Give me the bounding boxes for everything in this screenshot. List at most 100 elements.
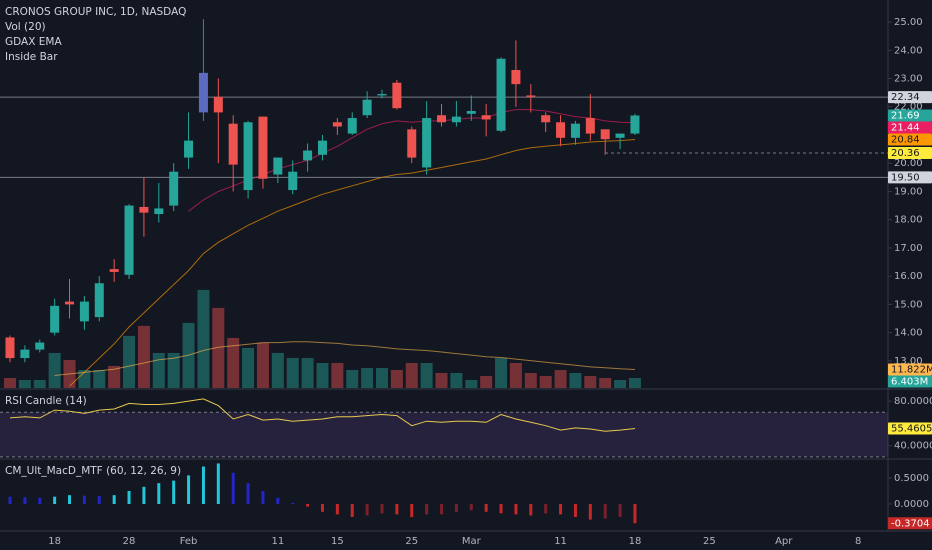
volume-bar — [4, 377, 16, 388]
price-tag — [888, 91, 932, 104]
macd-bar — [68, 495, 72, 504]
y-tick-label: 16.00 — [894, 271, 923, 282]
macd-bar — [8, 496, 12, 504]
volume-bar — [435, 372, 448, 388]
volume-bar — [524, 372, 537, 388]
macd-bar — [365, 503, 369, 516]
price-tag-label: 6.403M — [891, 377, 928, 388]
macd-bar — [38, 497, 42, 504]
volume-bar — [465, 380, 478, 388]
macd-bar — [633, 503, 637, 524]
macd-bar — [484, 503, 488, 512]
price-tag — [888, 133, 932, 146]
macd-bar — [82, 495, 86, 504]
volume-bar — [33, 380, 46, 388]
y-tick-label: 13.00 — [894, 356, 923, 367]
volume-bar — [227, 337, 240, 388]
candle-body — [243, 122, 253, 191]
candle-body — [570, 123, 580, 138]
volume-bar — [390, 370, 403, 388]
candle-body — [5, 337, 15, 359]
candle-body — [50, 305, 60, 333]
macd-bar — [276, 497, 280, 504]
y-tick-label: 20.00 — [894, 158, 923, 169]
volume-ma-line — [54, 341, 636, 376]
x-tick-label: 18 — [48, 536, 61, 547]
volume-bar — [301, 357, 314, 388]
candle-body — [124, 205, 134, 275]
macd-bar — [454, 503, 458, 512]
candle-body — [496, 58, 506, 131]
x-tick-label: 18 — [629, 536, 642, 547]
x-tick-label: 15 — [331, 536, 344, 547]
candle-body — [317, 140, 327, 155]
macd-bar — [469, 503, 473, 511]
volume-bar — [93, 370, 106, 388]
candle-body — [198, 72, 208, 113]
volume-bar — [539, 375, 552, 388]
candle-body — [94, 283, 104, 318]
macd-bar — [529, 503, 533, 516]
y-tick-label: 15.00 — [894, 299, 923, 310]
candle-body — [630, 115, 640, 134]
volume-bar — [614, 380, 627, 388]
macd-bar — [216, 463, 220, 504]
macd-bar — [246, 483, 250, 504]
volume-bar — [509, 362, 522, 388]
volume-bar — [450, 372, 463, 388]
y-tick-label: 24.00 — [894, 45, 923, 56]
macd-bar — [23, 497, 27, 504]
y-tick-label: 18.00 — [894, 215, 923, 226]
macd-bar — [559, 503, 563, 515]
macd-bar — [499, 503, 503, 514]
volume-bar — [271, 352, 284, 388]
y-tick-label: 22.00 — [894, 102, 923, 113]
x-tick-label: Apr — [775, 536, 793, 547]
macd-bar — [544, 503, 548, 514]
volume-bar — [554, 370, 567, 388]
volume-bar — [599, 377, 612, 388]
macd-bar — [573, 503, 577, 517]
candle-body — [466, 110, 476, 114]
candle-body — [407, 129, 417, 158]
volume-bar — [18, 380, 31, 388]
y-tick-label: 25.00 — [894, 17, 923, 28]
candle-body — [228, 123, 238, 165]
rsi-line — [9, 398, 636, 432]
macd-bar — [291, 502, 295, 504]
candle-body — [79, 301, 89, 322]
y-tick-label: 14.00 — [894, 328, 923, 339]
volume-bar — [376, 367, 388, 388]
volume-bar — [256, 342, 269, 388]
volume-bar — [420, 362, 433, 388]
volume-bar — [286, 357, 299, 388]
macd-bar — [231, 472, 235, 504]
macd-bar — [172, 480, 176, 504]
candle-body — [288, 171, 298, 191]
y-tick-label: 0.0000 — [894, 499, 929, 510]
price-tag-label: 20.36 — [891, 148, 920, 159]
price-tag-label: -0.3704 — [891, 518, 930, 529]
volume-bar — [197, 289, 210, 388]
price-tag — [888, 422, 932, 435]
volume-bar — [628, 377, 641, 388]
candle-body — [65, 301, 75, 305]
y-tick-label: 17.00 — [894, 243, 923, 254]
macd-bar — [187, 475, 191, 504]
price-tag — [888, 375, 932, 388]
candle-body — [600, 129, 610, 140]
x-tick-label: 11 — [271, 536, 284, 547]
volume-bar — [584, 375, 597, 388]
ema-line — [69, 139, 636, 387]
x-tick-label: Mar — [462, 536, 482, 547]
macd-bar — [588, 503, 592, 520]
volume-bar — [346, 370, 359, 388]
pane-title: RSI Candle (14) — [5, 395, 87, 407]
y-tick-label: 0.5000 — [894, 473, 929, 484]
x-tick-label: 25 — [703, 536, 716, 547]
y-tick-label: 80.0000 — [894, 396, 932, 407]
macd-bar — [53, 496, 57, 504]
